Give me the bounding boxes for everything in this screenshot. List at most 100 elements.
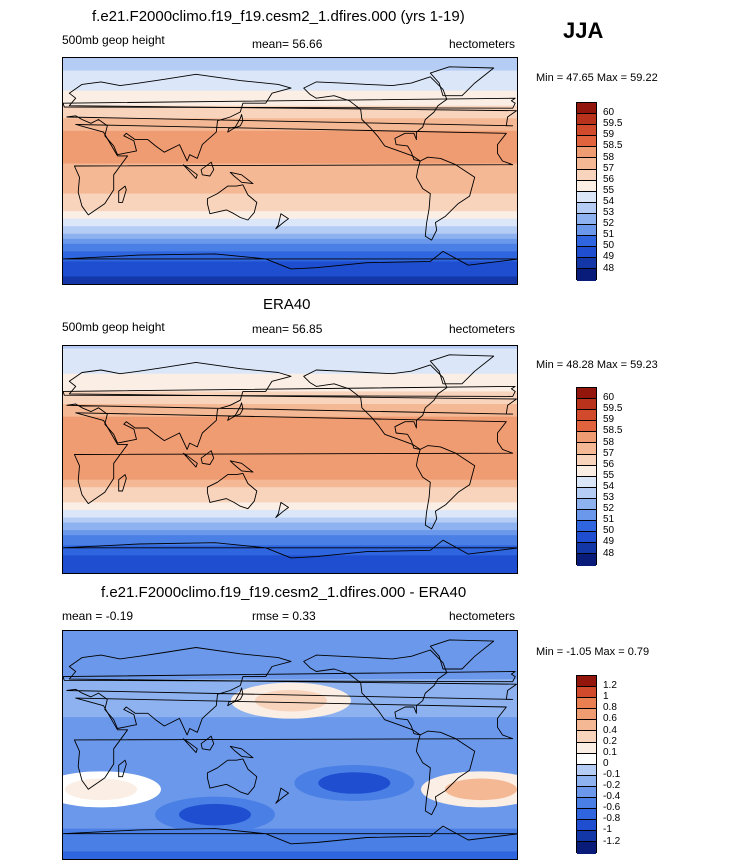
field-band [63,502,517,506]
field-band [63,504,517,509]
field-band [63,233,517,237]
panel3-map [62,630,518,860]
field-band [63,464,517,468]
field-band [63,155,517,160]
field-band [63,120,517,124]
colorbar-level-label: -0.8 [603,813,621,825]
coastline [227,402,244,421]
colorbar-level-label: 0.8 [603,702,617,714]
coastline [200,161,215,177]
coastline [200,450,215,465]
field-band [63,545,517,549]
field-band [63,346,517,350]
colorbar-swatch [577,114,596,126]
field-band [63,150,517,155]
field-band [63,75,517,79]
field-band [63,165,517,170]
panel2-map [62,345,518,574]
colorbar-swatch [577,753,596,765]
field-band [63,555,517,559]
field-band [63,474,517,478]
field-band [63,765,517,769]
panel2-colorbar: 60 59.5 59 58.5 58 57 56 55 54 53 52 51 50 49 48 [576,387,622,566]
colorbar-level-label: 48 [603,547,615,559]
colorbar-swatch [577,213,596,226]
field-band [63,181,517,185]
field-band [63,368,517,372]
field-band [63,434,517,438]
coastline [182,452,198,468]
colorbar-swatch [577,225,596,237]
field-band [63,198,517,202]
coastline [415,156,476,241]
field-band [63,851,517,855]
field-band [63,848,517,852]
field-band [63,348,517,352]
coastline [229,460,254,473]
field-band [63,747,517,751]
field-band [63,636,517,640]
field-band [63,353,517,357]
colorbar-swatch [577,510,596,522]
field-band [63,125,517,129]
colorbar-swatch [577,786,596,799]
colorbar-level-label: -1.2 [603,835,621,847]
colorbar-swatch [577,742,596,754]
field-band [63,719,517,723]
field-band [63,540,517,544]
field-band [63,446,517,451]
field-band [63,241,517,245]
field-band [63,663,517,668]
colorbar-swatch [577,698,596,710]
field-band [63,256,517,260]
panel3-mean-label: mean = -0.19 [62,609,134,623]
colorbar-level-label: 56 [603,458,615,470]
coastline [206,184,258,221]
field-band [63,60,517,64]
colorbar-swatch [577,465,596,477]
field-band [63,798,517,802]
coastline [303,364,448,450]
coastline [227,114,244,133]
field-band [63,78,517,82]
field-band [63,732,517,736]
field-band [63,123,517,127]
panel1-title: f.e21.F2000climo.f19_f19.cesm2_1.dfires.… [92,8,465,25]
field-band [63,454,517,458]
field-band [63,376,517,380]
colorbar-swatch [577,532,596,544]
colorbar-swatch [577,476,596,488]
field-band [63,567,517,572]
field-band [63,530,517,534]
field-band [63,462,517,466]
field-band [63,762,517,766]
field-band [63,278,517,283]
coastline [206,472,258,510]
field-band [63,734,517,738]
anomaly-south-atlantic-positive [445,778,517,801]
field-band [63,191,517,195]
coastline [73,697,514,790]
anomaly-north-pacific-positive [255,689,327,712]
colorbar-level-label: 55 [603,469,615,481]
anomaly-africa-positive [65,778,137,801]
field-band [63,512,517,516]
colorbar-swatch [577,202,596,214]
colorbar-level-label: 55 [603,184,615,196]
coastline [200,735,215,751]
colorbar-swatches [576,387,597,566]
field-band [63,356,517,360]
panel1-units-label: hectometers [449,37,516,51]
colorbar-swatch [577,454,596,466]
colorbar-level-label: 48 [603,262,615,274]
field-band [63,248,517,252]
field-band [63,550,517,554]
colorbar-swatch [577,258,596,270]
field-band [63,487,517,491]
field-band [63,223,517,227]
coastline [229,745,254,759]
map-field-1 [63,58,517,284]
field-band [63,133,517,137]
field-band [63,785,517,789]
colorbar-level-label: 52 [603,503,615,515]
